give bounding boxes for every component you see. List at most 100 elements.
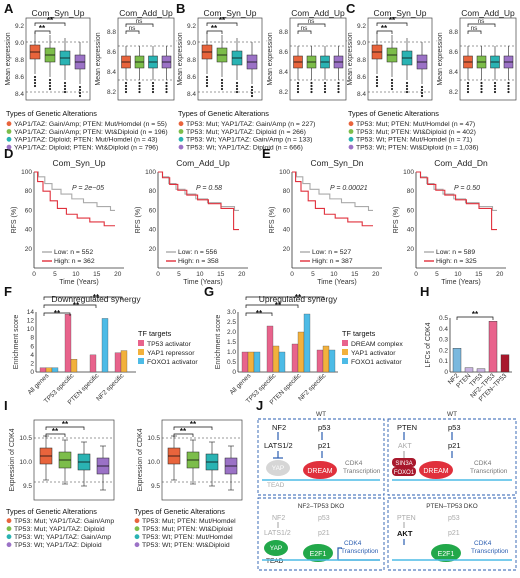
legend-entry: TP53: Wt; PTEN: Mut/Homdel (n = 71) (356, 137, 472, 144)
outlier (493, 87, 497, 91)
outlier (63, 90, 67, 94)
bar (89, 354, 97, 373)
outlier (493, 84, 497, 88)
y-tick: 0.5 (439, 315, 448, 322)
outlier (337, 84, 340, 88)
outlier (323, 84, 327, 88)
y-tick: 8.8 (15, 57, 24, 64)
legend-low: Low: n = 527 (312, 249, 351, 256)
sig-bracket (173, 426, 213, 430)
outlier (390, 81, 394, 85)
km-curve (158, 171, 239, 211)
bar (316, 349, 324, 373)
y-tick: 80 (149, 188, 157, 195)
outlier (63, 81, 67, 85)
ns-bracket (297, 30, 312, 34)
y-tick: 8.8 (449, 29, 458, 36)
legend-entry: YAP1/TAZ: Gain/Amp; PTEN: Wt&Diploid (n … (14, 129, 168, 136)
axes-frame (289, 17, 347, 101)
node-cdk4-label: CDK4 (345, 460, 363, 467)
legend-high: High: n = 358 (178, 258, 219, 265)
y-tick: 100 (279, 169, 290, 176)
svg-text:LATS1/2: LATS1/2 (264, 530, 291, 537)
y-tick: 0.5 (227, 359, 236, 366)
sig-bracket (245, 312, 273, 316)
frame-nf2-dko (257, 497, 385, 571)
outlier (151, 81, 155, 85)
axes-frame (117, 17, 175, 101)
label-nf2-dko: NF2–TP53 DKO (298, 503, 345, 510)
outlier (78, 94, 82, 98)
y-tick: 9.2 (15, 23, 24, 30)
x-tick: 10 (196, 271, 204, 278)
legend-title: Types of Genetic Alterations (134, 507, 225, 516)
y-tick: 100 (403, 169, 414, 176)
sig-star: ** (275, 301, 282, 310)
bar (120, 350, 128, 373)
outlier (63, 84, 67, 88)
ns-bracket (467, 30, 482, 34)
legend-dot (348, 136, 354, 142)
y-tick: 0.1 (439, 358, 448, 365)
outlier (250, 94, 254, 98)
legend-swatch (138, 340, 144, 346)
y-tick: 1.5 (227, 339, 236, 346)
x-axis-label: Time (Years) (441, 279, 481, 286)
sig-star: ** (256, 309, 263, 318)
svg-text:Transcription: Transcription (341, 548, 379, 555)
outlier (220, 81, 224, 85)
bar (452, 348, 462, 373)
outlier (220, 78, 224, 82)
y-tick: 40 (25, 227, 33, 234)
outlier (480, 90, 483, 94)
outlier (405, 87, 409, 91)
p-value: P = 0.58 (196, 185, 222, 192)
y-tick: 1.0 (227, 349, 236, 356)
legend-dot (178, 129, 184, 134)
x-tick: 20 (496, 271, 504, 278)
x-tick: 5 (177, 271, 181, 278)
outlier (420, 94, 424, 98)
node-foxo1 (392, 467, 416, 476)
legend-dot (178, 136, 184, 142)
y-tick: 8.4 (357, 91, 366, 98)
label-wt-right: WT (447, 411, 457, 418)
legend-entry: TP53: Mut; YAP1/TAZ: Gain/Amp (n = 227) (186, 121, 315, 128)
legend-entry: TP53: Wt; YAP1/TAZ: Gain/Amp (14, 534, 111, 541)
outlier (375, 84, 379, 88)
km-plot-com-syn-dn: Com_Syn_Dn 100 80 60 40 20 0 5 10 15 20 Time (Years… (269, 158, 382, 286)
y-tick: 2.0 (227, 329, 236, 336)
x-tick: 10 (72, 271, 80, 278)
svg-text:p53: p53 (448, 515, 460, 522)
outlier (323, 81, 327, 85)
bar (297, 331, 305, 373)
outlier (138, 84, 141, 88)
y-tick: 9.5 (23, 483, 32, 490)
y-axis-label: Expression of CDK4 (9, 428, 16, 491)
outlier (323, 90, 327, 94)
bar (64, 313, 72, 373)
outlier (507, 84, 510, 88)
outlier (205, 84, 209, 88)
outlier (337, 81, 340, 85)
sig-bracket (376, 30, 393, 34)
legend-dot (6, 144, 12, 150)
outlier (390, 87, 394, 91)
bar (45, 367, 53, 373)
legend-low: Low: n = 556 (178, 249, 217, 256)
outlier (250, 91, 254, 95)
title-syn: Com_Syn_Up (32, 8, 85, 18)
outlier (375, 75, 379, 79)
legend-title: Types of Genetic Alterations (6, 507, 97, 516)
x-tick: 20 (114, 271, 122, 278)
sig-star: ** (47, 16, 54, 25)
km-plot-com-syn-up: Com_Syn_Up 100 80 60 40 20 0 5 10 15 20 Time (Years… (11, 158, 124, 286)
legend-entry: FOXO1 activator (351, 359, 402, 366)
y-tick: 9.0 (187, 40, 196, 47)
outlier (480, 84, 483, 88)
x-tick: 5 (53, 271, 57, 278)
outlier (310, 84, 313, 88)
y-tick: 9.0 (15, 40, 24, 47)
y-axis-label: RFS (%) (135, 207, 142, 234)
legend-low: Low: n = 589 (436, 249, 475, 256)
